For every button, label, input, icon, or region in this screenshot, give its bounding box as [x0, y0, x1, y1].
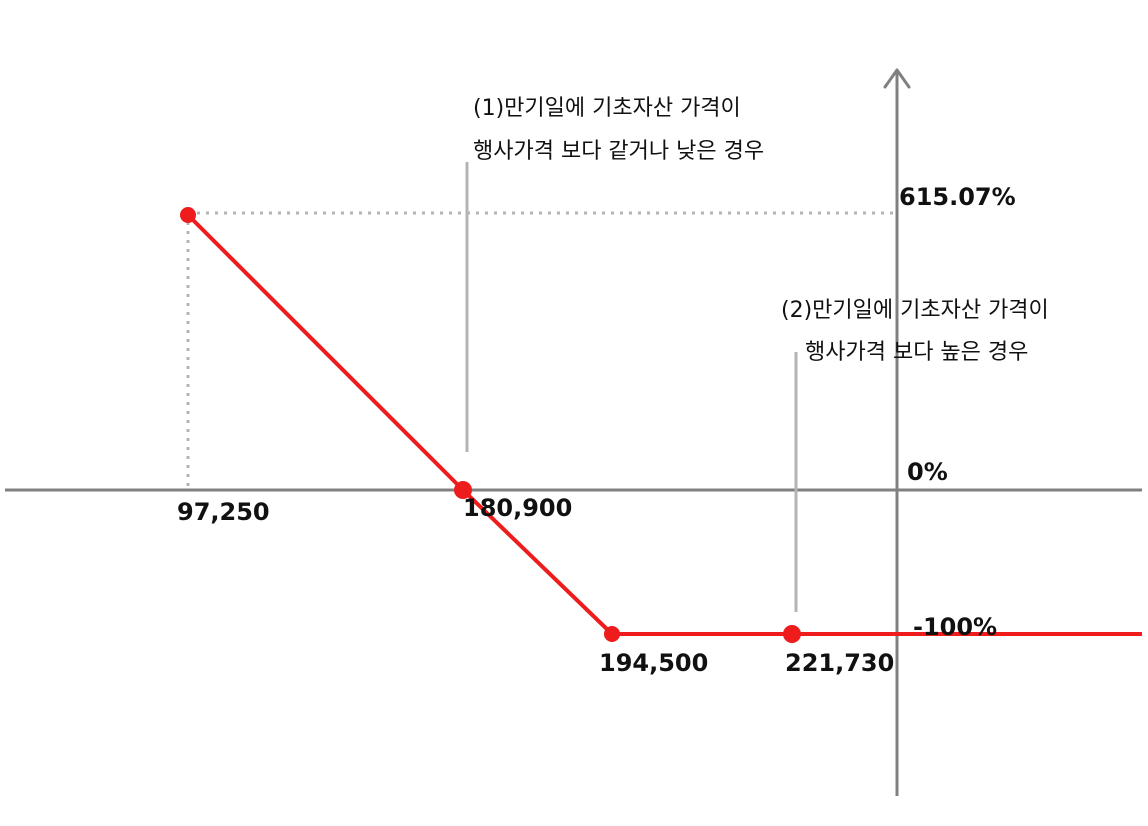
annotation-2-line-1: (2)만기일에 기초자산 가격이: [781, 298, 1049, 323]
point-194500: [604, 626, 620, 642]
annotation-1-line-2: 행사가격 보다 같거나 낮은 경우: [473, 139, 764, 164]
annotation-1-line-1: (1)만기일에 기초자산 가격이: [473, 96, 741, 121]
y-tick-label-0: 0%: [907, 458, 948, 486]
y-axis-arrow-icon: [883, 68, 911, 89]
point-221730: [783, 625, 801, 643]
annotation-2-line-2: 행사가격 보다 높은 경우: [805, 340, 1028, 365]
y-tick-label-615: 615.07%: [899, 183, 1016, 211]
y-tick-label-minus-100: -100%: [913, 613, 997, 641]
point-180900: [454, 481, 472, 499]
x-tick-label-221730: 221,730: [785, 649, 894, 677]
x-tick-label-180900: 180,900: [463, 494, 572, 522]
payoff-line: [186, 213, 1142, 636]
point-97250: [180, 207, 196, 223]
x-tick-label-97250: 97,250: [177, 498, 270, 526]
x-tick-label-194500: 194,500: [599, 649, 708, 677]
